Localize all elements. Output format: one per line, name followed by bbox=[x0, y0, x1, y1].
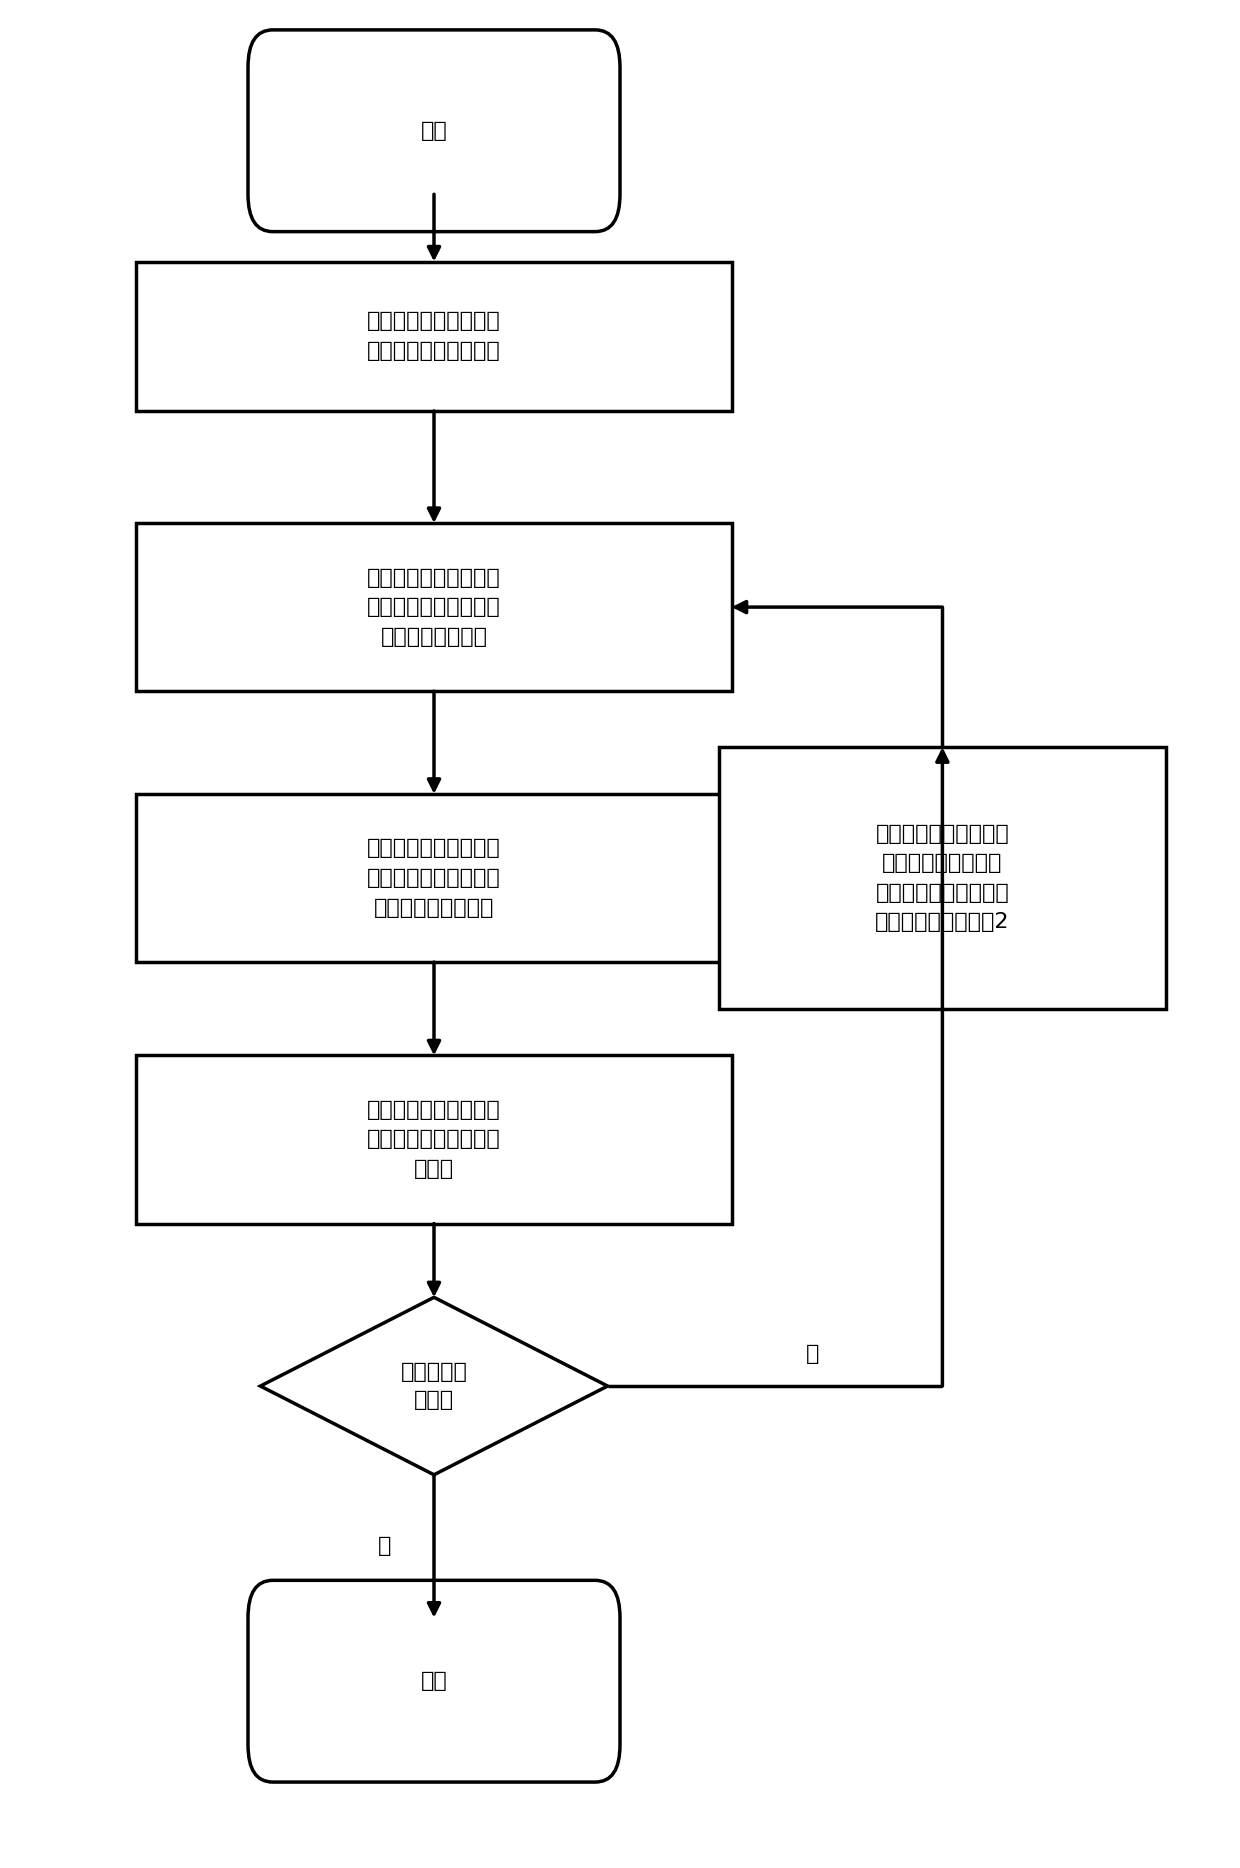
Text: 开始: 开始 bbox=[420, 121, 448, 140]
Text: 否: 否 bbox=[806, 1343, 818, 1364]
Bar bbox=[719, 747, 1166, 1009]
Text: 检测目标是
否对齐: 检测目标是 否对齐 bbox=[401, 1362, 467, 1410]
Text: 在相邻液压支架之间部
署激光雷达和检测目标: 在相邻液压支架之间部 署激光雷达和检测目标 bbox=[367, 312, 501, 361]
Bar bbox=[136, 523, 732, 691]
Text: 将检测目标的位置返回
给控制支架移动的装
置，支架在控制装置的
控制下移动，转步骤2: 将检测目标的位置返回 给控制支架移动的装 置，支架在控制装置的 控制下移动，转步… bbox=[875, 824, 1009, 932]
Text: 对激光雷达采集的数据
进行滤波处理，过滤掉
与检测目标无关的点: 对激光雷达采集的数据 进行滤波处理，过滤掉 与检测目标无关的点 bbox=[367, 839, 501, 917]
Text: 是: 是 bbox=[378, 1535, 391, 1556]
Bar bbox=[136, 1055, 732, 1224]
Text: 对滤波后的数据进行直
角检测，获得检测目标
的位置: 对滤波后的数据进行直 角检测，获得检测目标 的位置 bbox=[367, 1100, 501, 1179]
Text: 结束: 结束 bbox=[420, 1672, 448, 1691]
Bar bbox=[136, 794, 732, 962]
FancyBboxPatch shape bbox=[248, 1580, 620, 1782]
Polygon shape bbox=[260, 1296, 608, 1476]
FancyBboxPatch shape bbox=[248, 30, 620, 232]
Text: 用激光雷达采集数据，
并将采集的数据转换为
笛卡尔坐标系形式: 用激光雷达采集数据， 并将采集的数据转换为 笛卡尔坐标系形式 bbox=[367, 568, 501, 646]
Bar bbox=[136, 262, 732, 411]
